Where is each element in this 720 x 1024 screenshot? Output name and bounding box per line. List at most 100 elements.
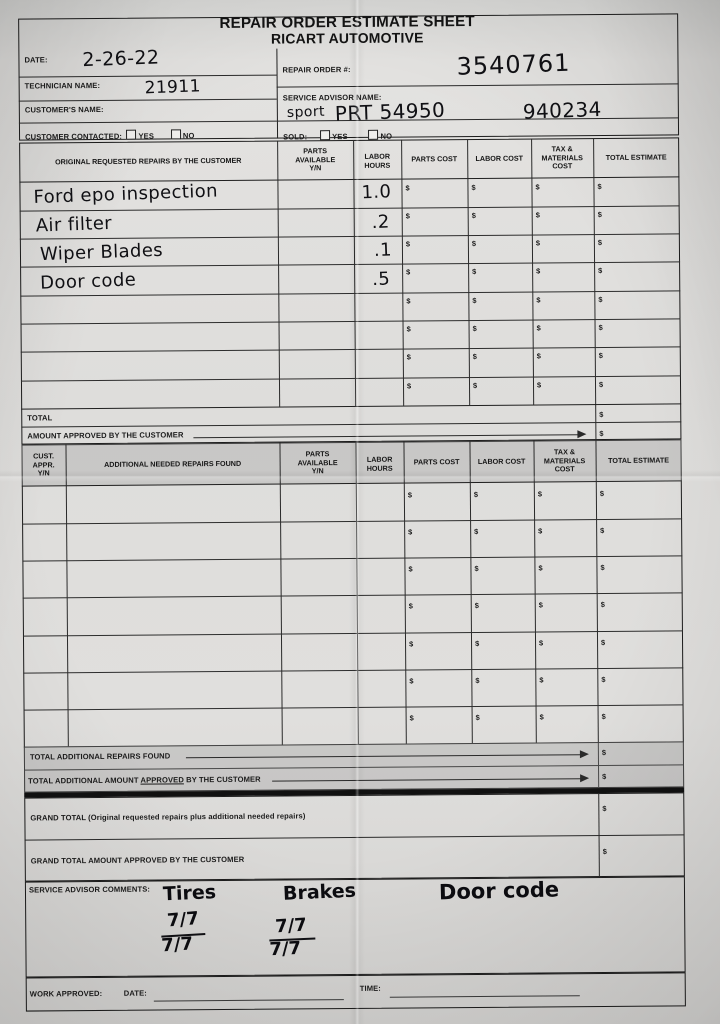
col-header-original-repairs: ORIGINAL REQUESTED REPAIRS BY THE CUSTOM…	[55, 155, 242, 166]
repair-order-number-value: 3540761	[456, 48, 571, 81]
customer-contacted-yes-label: YES	[138, 131, 155, 141]
original-row-1-total-currency: $	[597, 182, 602, 192]
amount-approved-arrow-icon	[577, 430, 587, 439]
original-row-3-labor-cost-currency: $	[471, 239, 477, 249]
comment-note-2-fraction-top: 7/7	[274, 914, 308, 938]
original-row-5-parts-cost-currency: $	[406, 296, 411, 306]
col-header-parts-cost: PARTS COST	[411, 153, 458, 164]
work-approved-time-label: TIME:	[359, 983, 381, 993]
original-row-7-parts-cost-currency: $	[406, 352, 411, 362]
grand-total-currency: $	[602, 804, 607, 814]
additional-row-7-total-currency: $	[601, 712, 606, 722]
col-header-labor-hours: LABOR HOURS	[355, 144, 399, 180]
col2-header-labor-hours-l2: HOURS	[366, 463, 393, 473]
col2-header-parts-available: PARTS AVAILABLE Y/N	[281, 442, 353, 485]
grand-total-approved-label: GRAND TOTAL AMOUNT APPROVED BY THE CUSTO…	[30, 854, 245, 866]
original-row-6-parts-cost-currency: $	[406, 324, 411, 334]
original-row-2-labor-cost-currency: $	[471, 211, 476, 221]
repair-order-estimate-sheet: REPAIR ORDER ESTIMATE SHEET RICART AUTOM…	[4, 7, 698, 1014]
total-additional-found-currency: $	[601, 748, 607, 758]
service-advisor-value-3: 940234	[522, 96, 603, 124]
col2-header-parts-cost: PARTS COST	[413, 456, 460, 467]
col2-header-parts-available-l3: Y/N	[311, 466, 324, 476]
additional-row-5-labor-cost-currency: $	[475, 638, 480, 649]
total-additional-found-label: TOTAL ADDITIONAL REPAIRS FOUND	[29, 751, 171, 762]
original-row-5-labor-cost-currency: $	[472, 296, 477, 306]
grand-total-approved-currency: $	[602, 847, 607, 857]
total-additional-approved-currency: $	[602, 772, 607, 782]
additional-row-6-labor-cost-currency: $	[475, 675, 480, 686]
total-additional-approved-label-post: BY THE CUSTOMER	[183, 774, 261, 785]
additional-row-1-total-currency: $	[599, 489, 605, 499]
customer-contacted-no-checkbox[interactable]	[170, 129, 181, 140]
original-row-2-total-currency: $	[597, 210, 602, 220]
original-row-8-labor-cost-currency: $	[472, 381, 478, 391]
col2-header-tax-materials-l3: COST	[554, 464, 575, 474]
col2-header-total-estimate: TOTAL ESTIMATE	[608, 455, 670, 465]
page-title: REPAIR ORDER ESTIMATE SHEET RICART AUTOM…	[4, 11, 690, 48]
additional-row-2-tax-currency: $	[538, 526, 543, 536]
additional-row-3-parts-cost-currency: $	[408, 564, 413, 574]
col2-header-cust-appr-l3: Y/N	[37, 468, 50, 478]
additional-row-1-tax-currency: $	[537, 489, 543, 499]
customer-contacted-yes-checkbox[interactable]	[126, 129, 137, 140]
total-additional-found-arrow-icon	[579, 750, 589, 759]
work-approved-time-input[interactable]	[389, 983, 580, 998]
additional-row-1-parts-cost-currency: $	[407, 490, 413, 500]
original-row-3-parts-cost-currency: $	[405, 239, 411, 249]
additional-repairs-table	[21, 439, 685, 793]
original-row-1-labor-cost-currency: $	[471, 183, 476, 193]
original-row-4-parts-cost-currency: $	[406, 267, 411, 277]
work-approved-label: WORK APPROVED:	[29, 988, 103, 999]
comment-note-2: Brakes	[282, 879, 357, 905]
original-row-2-tax-currency: $	[535, 210, 540, 220]
sold-no-checkbox[interactable]	[368, 129, 379, 140]
additional-row-5-parts-cost-currency: $	[409, 639, 414, 649]
original-row-2-parts-cost-currency: $	[405, 211, 410, 221]
additional-row-2-total-currency: $	[600, 526, 605, 536]
technician-name-label: TECHNICIAN NAME:	[24, 80, 101, 91]
original-row-3-labor-hours: .1	[373, 239, 393, 262]
additional-row-2-labor-cost-currency: $	[474, 527, 479, 537]
col-header-parts-available-l3: Y/N	[309, 163, 322, 173]
additional-row-3-tax-currency: $	[538, 563, 543, 573]
col2-header-labor-hours: LABOR HOURS	[357, 446, 401, 484]
original-row-5-total-currency: $	[598, 295, 603, 305]
date-value: 2-26-22	[82, 46, 160, 72]
service-advisor-value-2: PRT 54950	[334, 97, 446, 126]
original-row-8-parts-cost-currency: $	[406, 381, 412, 391]
customer-name-label: CUSTOMER'S NAME:	[24, 104, 104, 115]
repair-order-number-label: REPAIR ORDER #:	[282, 64, 351, 75]
technician-name-value: 21911	[144, 76, 202, 99]
additional-row-5-tax-currency: $	[539, 638, 544, 648]
additional-row-7-tax-currency: $	[539, 712, 544, 722]
original-row-1-parts-cost-currency: $	[405, 183, 410, 193]
additional-row-4-total-currency: $	[600, 600, 605, 610]
original-row-8-total-currency: $	[598, 380, 604, 390]
col2-header-tax-materials: TAX & MATERIALS COST	[535, 440, 593, 482]
additional-row-4-tax-currency: $	[538, 600, 543, 610]
original-row-7-labor-cost-currency: $	[472, 352, 477, 362]
col-header-tax-materials: TAX & MATERIALS COST	[533, 138, 591, 178]
additional-row-6-total-currency: $	[601, 675, 606, 685]
col-header-tax-materials-l3: COST	[552, 161, 573, 171]
customer-contacted-no-label: NO	[182, 131, 195, 141]
col2-header-additional-repairs: ADDITIONAL NEEDED REPAIRS FOUND	[104, 458, 242, 469]
amount-approved-currency: $	[599, 429, 604, 439]
total-additional-approved-label-pre: TOTAL ADDITIONAL AMOUNT	[28, 775, 141, 786]
service-advisor-comments-label: SERVICE ADVISOR COMMENTS:	[28, 884, 151, 895]
original-row-5-tax-currency: $	[536, 295, 541, 305]
additional-row-2-parts-cost-currency: $	[408, 527, 413, 537]
additional-row-6-tax-currency: $	[539, 675, 544, 685]
total-additional-approved-arrow-icon	[580, 774, 590, 783]
date-label: DATE:	[24, 55, 48, 65]
original-row-6-total-currency: $	[598, 323, 603, 333]
col-header-parts-available: PARTS AVAILABLE Y/N	[279, 140, 351, 181]
sold-yes-checkbox[interactable]	[320, 130, 331, 141]
additional-row-4-parts-cost-currency: $	[408, 601, 413, 611]
col2-header-cust-appr: CUST. APPR. Y/N	[23, 444, 63, 486]
customer-contacted-label: CUSTOMER CONTACTED:	[25, 131, 123, 142]
work-approved-date-label: DATE:	[123, 988, 147, 998]
original-row-4-tax-currency: $	[536, 266, 541, 276]
work-approved-date-input[interactable]	[153, 987, 344, 1002]
